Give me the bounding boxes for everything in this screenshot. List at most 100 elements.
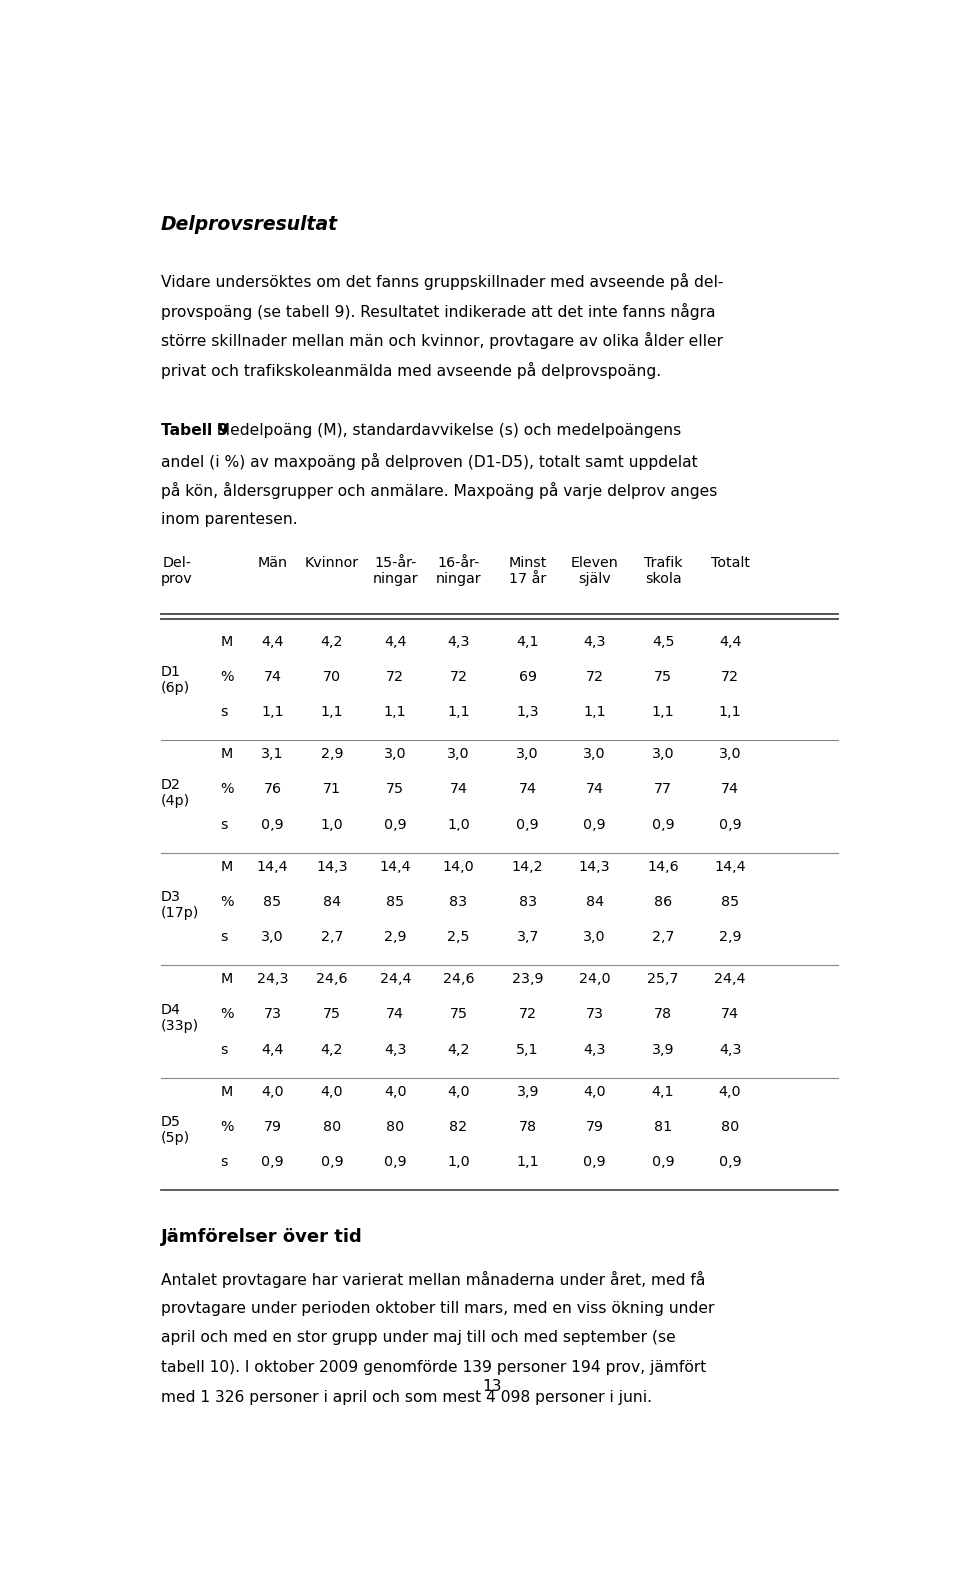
Text: 4,3: 4,3 bbox=[384, 1043, 406, 1057]
Text: M: M bbox=[221, 748, 232, 762]
Text: 0,9: 0,9 bbox=[261, 817, 284, 831]
Text: 14,0: 14,0 bbox=[443, 859, 474, 873]
Text: 75: 75 bbox=[449, 1007, 468, 1021]
Text: 69: 69 bbox=[518, 669, 537, 683]
Text: 0,9: 0,9 bbox=[719, 817, 741, 831]
Text: 84: 84 bbox=[323, 895, 341, 910]
Text: 4,0: 4,0 bbox=[384, 1086, 407, 1098]
Text: 0,9: 0,9 bbox=[652, 817, 675, 831]
Text: 75: 75 bbox=[654, 669, 672, 683]
Text: Antalet provtagare har varierat mellan månaderna under året, med få: Antalet provtagare har varierat mellan m… bbox=[161, 1271, 706, 1288]
Text: provtagare under perioden oktober till mars, med en viss ökning under: provtagare under perioden oktober till m… bbox=[161, 1301, 714, 1316]
Text: 74: 74 bbox=[586, 782, 604, 796]
Text: 0,9: 0,9 bbox=[652, 1155, 675, 1169]
Text: 24,3: 24,3 bbox=[256, 972, 288, 987]
Text: 14,4: 14,4 bbox=[256, 859, 288, 873]
Text: s: s bbox=[221, 817, 228, 831]
Text: 4,1: 4,1 bbox=[652, 1086, 675, 1098]
Text: 4,3: 4,3 bbox=[584, 1043, 606, 1057]
Text: 77: 77 bbox=[654, 782, 672, 796]
Text: på kön, åldersgrupper och anmälare. Maxpoäng på varje delprov anges: på kön, åldersgrupper och anmälare. Maxp… bbox=[161, 482, 717, 500]
Text: 1,0: 1,0 bbox=[447, 817, 469, 831]
Text: %: % bbox=[221, 895, 234, 910]
Text: 4,0: 4,0 bbox=[321, 1086, 344, 1098]
Text: 4,3: 4,3 bbox=[719, 1043, 741, 1057]
Text: 0,9: 0,9 bbox=[584, 1155, 606, 1169]
Text: 2,9: 2,9 bbox=[384, 930, 406, 944]
Text: 14,3: 14,3 bbox=[579, 859, 611, 873]
Text: 4,2: 4,2 bbox=[321, 1043, 344, 1057]
Text: 80: 80 bbox=[323, 1120, 341, 1134]
Text: 71: 71 bbox=[323, 782, 341, 796]
Text: 83: 83 bbox=[518, 895, 537, 910]
Text: 4,5: 4,5 bbox=[652, 635, 674, 649]
Text: 84: 84 bbox=[586, 895, 604, 910]
Text: 5,1: 5,1 bbox=[516, 1043, 539, 1057]
Text: %: % bbox=[221, 782, 234, 796]
Text: Minst
17 år: Minst 17 år bbox=[509, 556, 547, 586]
Text: andel (i %) av maxpoäng på delproven (D1-D5), totalt samt uppdelat: andel (i %) av maxpoäng på delproven (D1… bbox=[161, 452, 698, 470]
Text: 1,1: 1,1 bbox=[384, 705, 407, 720]
Text: 74: 74 bbox=[386, 1007, 404, 1021]
Text: 80: 80 bbox=[386, 1120, 404, 1134]
Text: s: s bbox=[221, 930, 228, 944]
Text: 4,4: 4,4 bbox=[261, 1043, 284, 1057]
Text: 72: 72 bbox=[721, 669, 739, 683]
Text: 74: 74 bbox=[721, 1007, 739, 1021]
Text: 0,9: 0,9 bbox=[584, 817, 606, 831]
Text: 79: 79 bbox=[586, 1120, 604, 1134]
Text: M: M bbox=[221, 1086, 232, 1098]
Text: M: M bbox=[221, 972, 232, 987]
Text: 85: 85 bbox=[386, 895, 404, 910]
Text: 24,6: 24,6 bbox=[316, 972, 348, 987]
Text: 3,0: 3,0 bbox=[652, 748, 675, 762]
Text: privat och trafikskoleanmälda med avseende på delprovspoäng.: privat och trafikskoleanmälda med avseen… bbox=[161, 361, 661, 379]
Text: 74: 74 bbox=[721, 782, 739, 796]
Text: inom parentesen.: inom parentesen. bbox=[161, 512, 298, 528]
Text: 0,9: 0,9 bbox=[321, 1155, 344, 1169]
Text: 4,0: 4,0 bbox=[584, 1086, 606, 1098]
Text: Delprovsresultat: Delprovsresultat bbox=[161, 215, 338, 234]
Text: 3,7: 3,7 bbox=[516, 930, 539, 944]
Text: 1,1: 1,1 bbox=[584, 705, 606, 720]
Text: 0,9: 0,9 bbox=[384, 1155, 407, 1169]
Text: 3,9: 3,9 bbox=[652, 1043, 674, 1057]
Text: april och med en stor grupp under maj till och med september (se: april och med en stor grupp under maj ti… bbox=[161, 1331, 676, 1345]
Text: 3,1: 3,1 bbox=[261, 748, 284, 762]
Text: 85: 85 bbox=[263, 895, 281, 910]
Text: 24,4: 24,4 bbox=[379, 972, 411, 987]
Text: 3,0: 3,0 bbox=[384, 748, 407, 762]
Text: 72: 72 bbox=[518, 1007, 537, 1021]
Text: 74: 74 bbox=[518, 782, 537, 796]
Text: 2,7: 2,7 bbox=[652, 930, 674, 944]
Text: %: % bbox=[221, 1120, 234, 1134]
Text: 1,0: 1,0 bbox=[447, 1155, 469, 1169]
Text: Män: Män bbox=[257, 556, 288, 570]
Text: 85: 85 bbox=[721, 895, 739, 910]
Text: 1,1: 1,1 bbox=[321, 705, 344, 720]
Text: D2
(4p): D2 (4p) bbox=[161, 778, 190, 807]
Text: %: % bbox=[221, 669, 234, 683]
Text: Eleven
själv: Eleven själv bbox=[571, 556, 618, 586]
Text: 24,0: 24,0 bbox=[579, 972, 611, 987]
Text: 16-år-
ningar: 16-år- ningar bbox=[436, 556, 481, 586]
Text: Del-
prov: Del- prov bbox=[161, 556, 193, 586]
Text: 3,0: 3,0 bbox=[584, 748, 606, 762]
Text: s: s bbox=[221, 1155, 228, 1169]
Text: 0,9: 0,9 bbox=[261, 1155, 284, 1169]
Text: D1
(6p): D1 (6p) bbox=[161, 665, 190, 696]
Text: 83: 83 bbox=[449, 895, 468, 910]
Text: 1,1: 1,1 bbox=[447, 705, 469, 720]
Text: 1,3: 1,3 bbox=[516, 705, 539, 720]
Text: 4,0: 4,0 bbox=[719, 1086, 741, 1098]
Text: D4
(33p): D4 (33p) bbox=[161, 1002, 199, 1032]
Text: 4,1: 4,1 bbox=[516, 635, 539, 649]
Text: 4,3: 4,3 bbox=[447, 635, 469, 649]
Text: 14,4: 14,4 bbox=[714, 859, 746, 873]
Text: 15-år-
ningar: 15-år- ningar bbox=[372, 556, 419, 586]
Text: 0,9: 0,9 bbox=[384, 817, 407, 831]
Text: 78: 78 bbox=[654, 1007, 672, 1021]
Text: 1,1: 1,1 bbox=[652, 705, 675, 720]
Text: 14,3: 14,3 bbox=[316, 859, 348, 873]
Text: 70: 70 bbox=[323, 669, 341, 683]
